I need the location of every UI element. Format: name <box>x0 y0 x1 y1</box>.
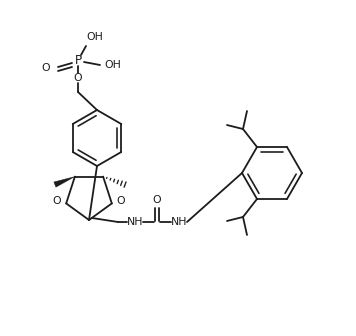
Text: O: O <box>153 195 161 205</box>
Text: NH: NH <box>127 217 143 227</box>
Text: P: P <box>74 53 82 67</box>
Text: O: O <box>53 197 61 206</box>
Text: OH: OH <box>86 32 103 42</box>
Text: OH: OH <box>104 60 121 70</box>
Text: O: O <box>74 73 82 83</box>
Text: O: O <box>41 63 50 73</box>
Polygon shape <box>54 177 75 187</box>
Text: O: O <box>117 197 125 206</box>
Text: NH: NH <box>171 217 187 227</box>
